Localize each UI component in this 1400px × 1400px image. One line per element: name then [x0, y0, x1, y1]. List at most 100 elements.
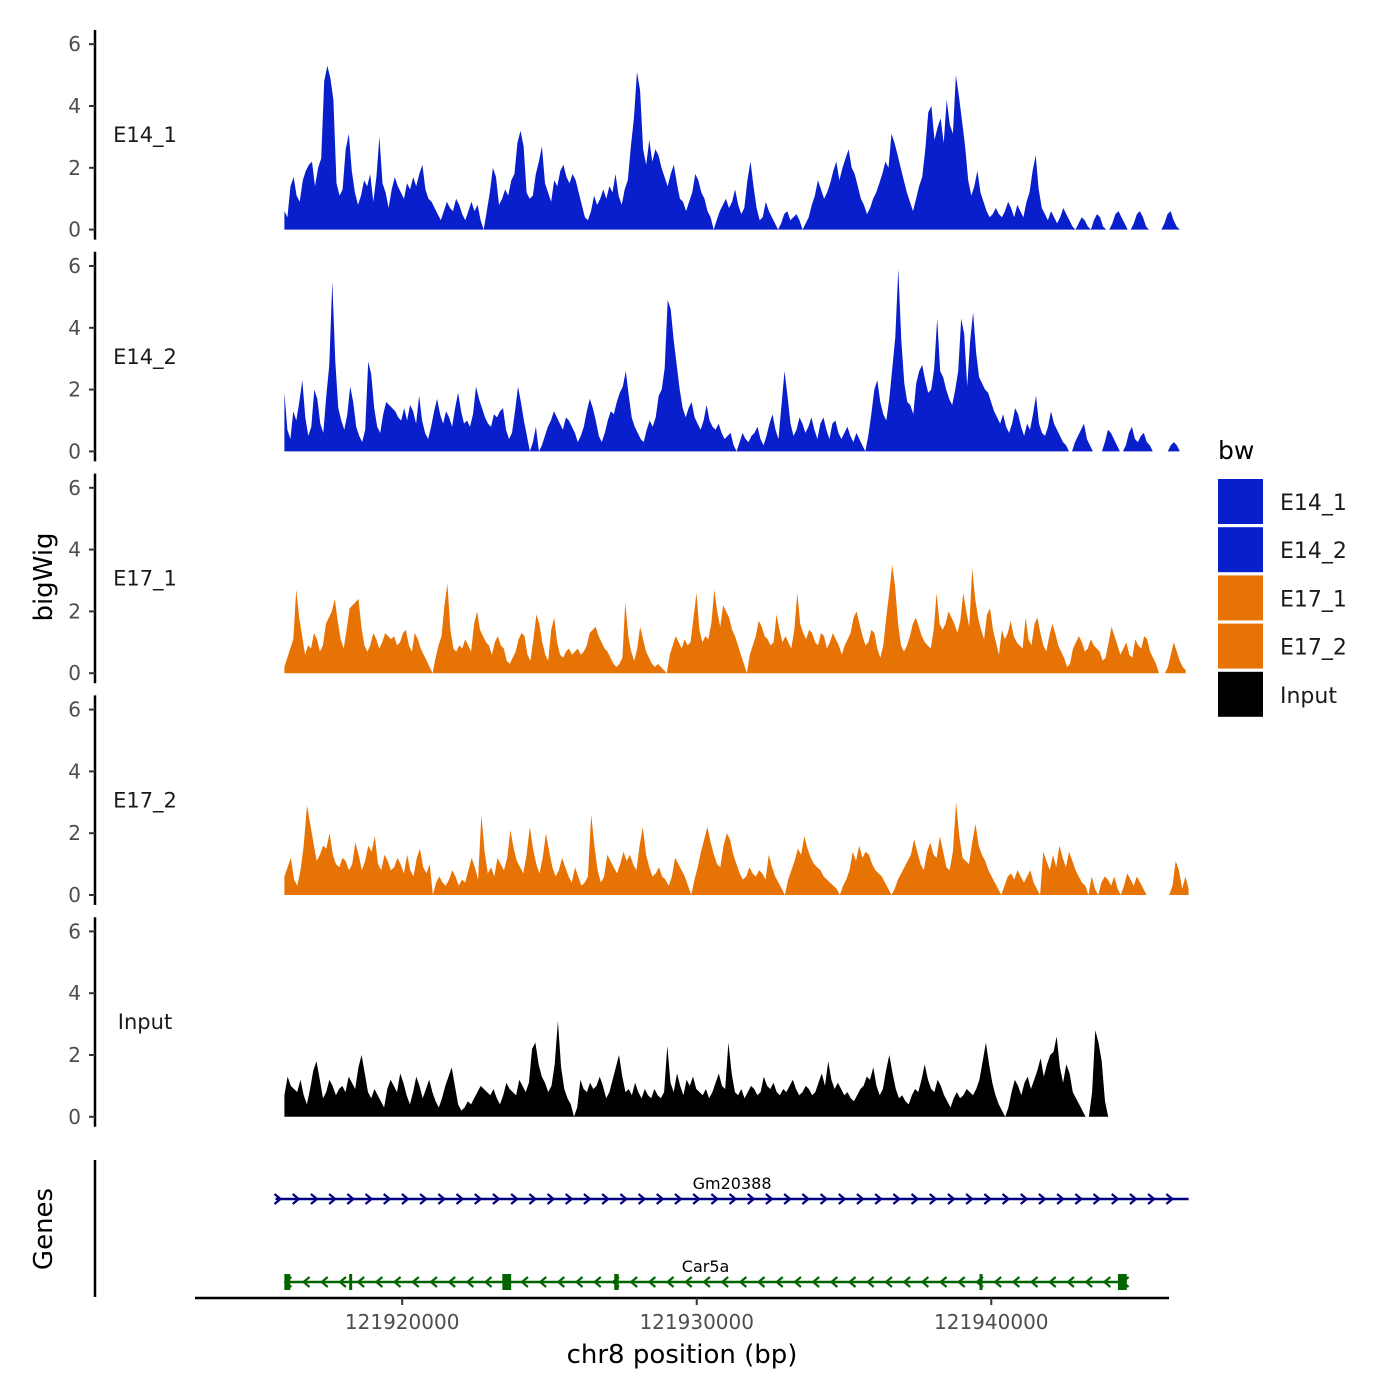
strand-arrow — [374, 1276, 384, 1288]
strand-arrow — [684, 1276, 693, 1288]
legend-label: E14_2 — [1280, 539, 1347, 564]
legend-swatch — [1218, 527, 1263, 573]
y-tick-label: 6 — [68, 919, 81, 943]
strand-arrow — [929, 1193, 938, 1205]
y-tick-label: 6 — [68, 698, 81, 722]
y-tick-label: 4 — [68, 538, 81, 562]
strand-arrow — [1084, 1276, 1093, 1288]
legend-label: E14_1 — [1280, 491, 1347, 516]
legend-swatch — [1218, 479, 1263, 524]
strand-arrow — [601, 1193, 610, 1205]
strand-arrow — [738, 1276, 748, 1288]
strand-arrow — [528, 1193, 538, 1205]
strand-arrow — [847, 1276, 857, 1288]
strand-arrow — [546, 1193, 556, 1205]
genes-track-title: Genes — [29, 1188, 59, 1270]
strand-arrow — [492, 1193, 501, 1205]
legend-entry-e17_2: E17_2 — [1218, 623, 1347, 669]
strand-arrow — [556, 1276, 566, 1288]
strand-arrow — [1038, 1193, 1047, 1205]
strand-arrow — [920, 1276, 930, 1288]
strand-arrow — [1074, 1193, 1084, 1205]
y-tick-label: 2 — [68, 156, 81, 180]
strand-arrow — [411, 1276, 420, 1288]
strand-arrow — [819, 1193, 829, 1205]
strand-arrow — [838, 1193, 847, 1205]
strand-arrow — [993, 1276, 1002, 1288]
strand-arrow — [583, 1193, 592, 1205]
strand-arrow — [356, 1276, 365, 1288]
strand-arrow — [538, 1276, 547, 1288]
track-e17_1: 0 2 4 6 E17_1 — [68, 473, 1186, 685]
strand-arrow — [1102, 1276, 1112, 1288]
y-tick-label: 4 — [68, 759, 81, 783]
y-tick-label: 2 — [68, 1043, 81, 1067]
strand-arrow — [938, 1276, 948, 1288]
strand-arrow — [665, 1276, 675, 1288]
strand-arrow — [811, 1276, 820, 1288]
strand-arrow — [310, 1193, 319, 1205]
strand-arrow — [1147, 1193, 1156, 1205]
strand-arrow — [383, 1193, 392, 1205]
strand-arrow — [1092, 1193, 1102, 1205]
legend: bw E14_1 E14_2 E17_1 E17_2 Input — [1218, 436, 1347, 717]
y-axis-title: bigWig — [29, 532, 59, 621]
legend-label: E17_2 — [1280, 636, 1347, 661]
strand-arrow — [346, 1193, 356, 1205]
legend-entry-input: Input — [1218, 671, 1337, 717]
strand-arrow — [965, 1193, 974, 1205]
strand-arrow — [756, 1276, 766, 1288]
legend-entry-e14_1: E14_1 — [1218, 479, 1347, 524]
exon — [1117, 1274, 1127, 1290]
y-tick-label: 4 — [68, 316, 81, 340]
strand-arrow — [1165, 1193, 1175, 1205]
track-e14_1: 0 2 4 6 E14_1 — [68, 30, 1180, 242]
strand-arrow — [510, 1193, 519, 1205]
x-axis-title: chr8 position (bp) — [567, 1340, 798, 1370]
y-tick-label: 4 — [68, 981, 81, 1005]
gene-label-car5a: Car5a — [682, 1257, 730, 1276]
strand-arrow — [1129, 1193, 1138, 1205]
strand-arrow — [1001, 1193, 1011, 1205]
strand-arrow — [455, 1193, 465, 1205]
strand-arrow — [437, 1193, 447, 1205]
legend-swatch — [1218, 671, 1263, 717]
track-label-e14_1: E14_1 — [113, 123, 177, 148]
strand-arrow — [656, 1193, 665, 1205]
strand-arrow — [593, 1276, 602, 1288]
track-label-e14_2: E14_2 — [113, 345, 177, 370]
signal-area-e14_2 — [284, 269, 1180, 452]
strand-arrow — [629, 1276, 638, 1288]
signal-area-e17_1 — [284, 565, 1186, 674]
x-tick-label: 121940000 — [934, 1310, 1049, 1334]
strand-arrow — [702, 1276, 711, 1288]
legend-entry-e14_2: E14_2 — [1218, 527, 1347, 573]
strand-arrow — [801, 1193, 811, 1205]
strand-arrow — [765, 1193, 774, 1205]
legend-label: Input — [1280, 684, 1337, 709]
exon — [284, 1274, 291, 1290]
y-tick-label: 6 — [68, 476, 81, 500]
strand-arrow — [902, 1276, 911, 1288]
track-input: 0 2 4 6 Input — [68, 917, 1189, 1129]
strand-arrow — [829, 1276, 839, 1288]
exon — [502, 1274, 512, 1290]
signal-area-e14_1 — [284, 65, 1180, 230]
y-tick-label: 2 — [68, 821, 81, 845]
strand-arrow — [866, 1276, 875, 1288]
strand-arrow — [1066, 1276, 1075, 1288]
x-axis: 121920000 121930000 121940000 — [195, 1296, 1169, 1334]
strand-arrow — [429, 1276, 438, 1288]
strand-arrow — [884, 1276, 893, 1288]
strand-arrow — [520, 1276, 529, 1288]
strand-arrow — [637, 1193, 647, 1205]
track-e14_2: 0 2 4 6 E14_2 — [68, 251, 1180, 463]
strand-arrow — [1011, 1276, 1021, 1288]
strand-arrow — [1111, 1193, 1120, 1205]
strand-arrow — [465, 1276, 475, 1288]
y-tick-label: 0 — [68, 439, 81, 463]
strand-arrow — [338, 1276, 347, 1288]
exon — [349, 1274, 353, 1290]
strand-arrow — [647, 1276, 657, 1288]
